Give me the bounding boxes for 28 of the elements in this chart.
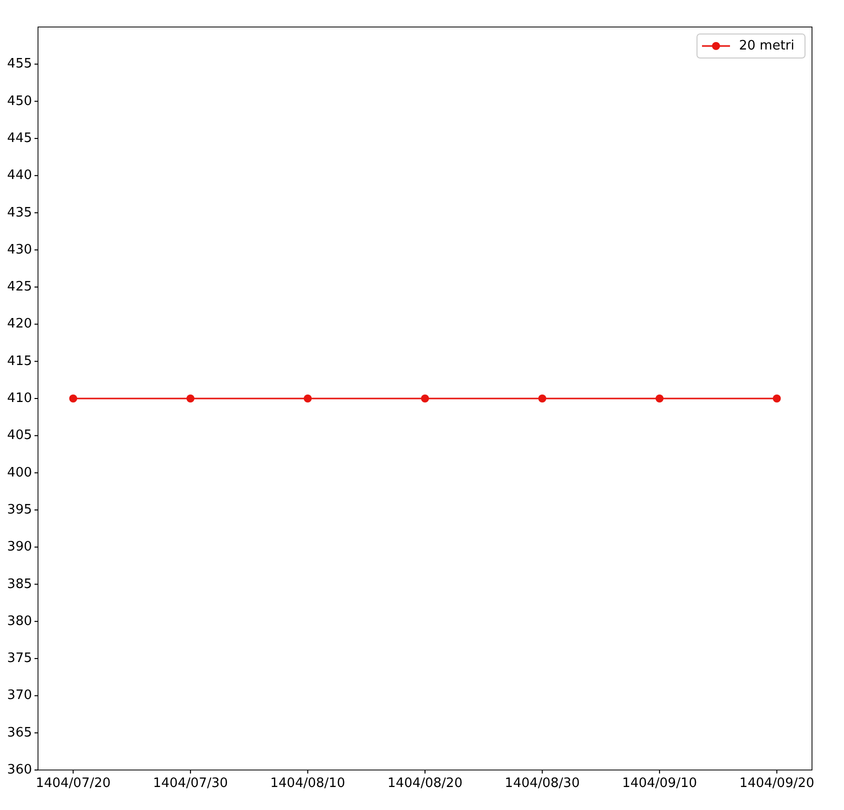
- y-tick-label: 400: [7, 465, 32, 480]
- y-tick-label: 425: [7, 280, 32, 295]
- x-tick-label: 1404/09/20: [739, 776, 814, 791]
- y-tick-label: 420: [7, 316, 32, 332]
- y-tick-label: 410: [7, 391, 32, 406]
- x-tick-label: 1404/08/20: [388, 776, 462, 791]
- y-tick-label: 365: [7, 725, 32, 740]
- x-tick-label: 1404/07/20: [36, 776, 111, 791]
- y-tick-label: 430: [7, 242, 32, 258]
- y-tick-label: 360: [7, 762, 32, 778]
- y-tick-label: 395: [7, 502, 32, 518]
- y-tick-label: 375: [7, 651, 32, 666]
- y-tick-label: 390: [7, 540, 32, 555]
- x-tick-label: 1404/08/30: [504, 776, 580, 791]
- x-tick-label: 1404/07/30: [152, 776, 228, 791]
- legend-label: 20 metri: [739, 38, 794, 54]
- y-tick-label: 385: [7, 576, 32, 592]
- x-tick-label: 1404/08/10: [270, 776, 346, 791]
- y-tick-label: 370: [7, 688, 32, 704]
- y-tick-label: 415: [7, 354, 32, 369]
- y-tick-label: 455: [7, 56, 32, 72]
- y-tick-label: 435: [7, 205, 32, 220]
- y-tick-label: 380: [7, 614, 32, 629]
- y-tick-label: 440: [7, 168, 32, 184]
- y-tick-label: 450: [7, 94, 32, 109]
- y-tick-label: 445: [7, 130, 32, 146]
- x-tick-label: 1404/09/10: [622, 776, 698, 791]
- y-tick-label: 405: [7, 428, 32, 444]
